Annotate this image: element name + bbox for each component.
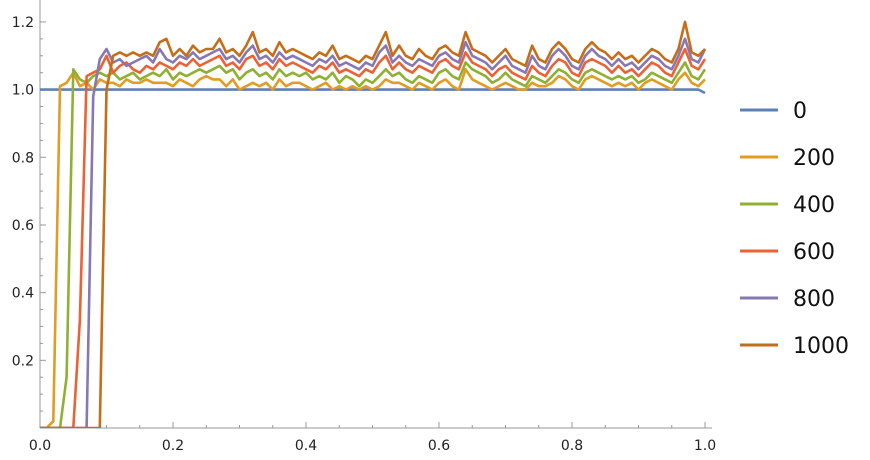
plot-lines <box>40 20 707 428</box>
x-tick-label: 0.2 <box>162 438 184 454</box>
legend: 0 200 400 600 800 1000 <box>740 99 849 359</box>
x-tick-label: 0.8 <box>561 438 583 454</box>
x-tick-label: 0.0 <box>29 438 51 454</box>
series-line-600 <box>40 47 707 428</box>
legend-label-0: 0 <box>793 99 807 124</box>
y-tick-label: 1.0 <box>12 83 34 99</box>
series-line-200 <box>40 68 706 428</box>
axes: 0.0 0.2 0.4 0.6 0.8 1.0 0.2 0.4 0.6 0.8 1.0 1.2 <box>12 0 716 454</box>
x-tick-label: 1.0 <box>694 438 716 454</box>
legend-label-1000: 1000 <box>793 334 849 359</box>
series-line-1000 <box>40 20 706 428</box>
series-line-400 <box>40 61 707 428</box>
y-tick-label: 0.2 <box>12 353 34 369</box>
y-tick-label: 0.6 <box>12 218 34 234</box>
x-tick-label: 0.4 <box>295 438 317 454</box>
y-tick-label: 1.2 <box>12 15 34 31</box>
x-tick-label: 0.6 <box>428 438 450 454</box>
legend-label-200: 200 <box>793 146 835 171</box>
legend-label-600: 600 <box>793 240 835 265</box>
y-tick-label: 0.4 <box>12 286 34 302</box>
legend-label-400: 400 <box>793 193 835 218</box>
y-tick-label: 0.8 <box>12 150 34 166</box>
legend-label-800: 800 <box>793 287 835 312</box>
series-line-800 <box>40 37 707 428</box>
